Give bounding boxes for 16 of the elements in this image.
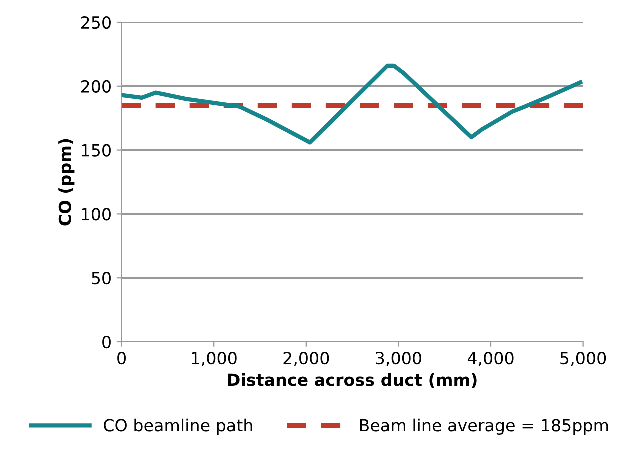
x-tick-label: 0	[118, 352, 126, 365]
y-tick-label: 0	[102, 336, 111, 349]
legend-label: CO beamline path	[104, 418, 252, 435]
y-tick-label: 100	[82, 208, 111, 221]
x-tick-label: 5,000	[560, 352, 606, 366]
y-tick-label: 250	[81, 16, 111, 30]
legend-label: Beam line average = 185ppm	[360, 418, 608, 435]
y-tick-label: 150	[82, 144, 111, 157]
x-axis-title: Distance across duct (mm)	[228, 373, 477, 388]
x-tick-label: 3,000	[376, 352, 422, 366]
y-tick-label: 50	[92, 272, 111, 285]
x-tick-label: 4,000	[468, 352, 514, 366]
x-tick-label: 1,000	[192, 352, 237, 366]
y-tick-label: 200	[81, 80, 111, 93]
x-tick-label: 2,000	[284, 352, 330, 366]
y-axis-title: CO (ppm)	[58, 139, 75, 226]
